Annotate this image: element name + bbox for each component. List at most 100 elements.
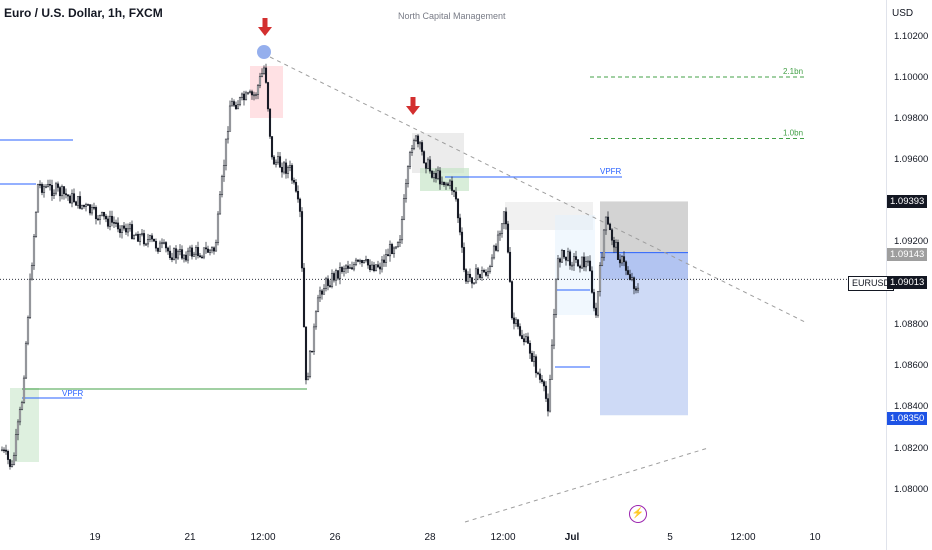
candle-body (52, 192, 56, 196)
candle-body (278, 156, 282, 168)
candle-body (312, 326, 316, 352)
candle-body (492, 245, 496, 259)
symbol-title[interactable]: Euro / U.S. Dollar, 1h, FXCM (4, 6, 163, 20)
candle-body (248, 91, 252, 94)
candle-body (350, 267, 354, 270)
y-tick-label: 1.08200 (894, 443, 929, 454)
candle-body (8, 459, 12, 467)
candle-body (156, 247, 160, 252)
candle-body (478, 274, 482, 278)
candle-body (286, 167, 290, 174)
trendline-lower (464, 447, 709, 523)
candle-body (206, 248, 210, 253)
candle-body (168, 250, 172, 258)
candle-body (180, 249, 184, 259)
candle-body (352, 264, 356, 270)
candle-body (128, 224, 132, 230)
entry-box (600, 252, 688, 280)
candle-body (396, 241, 400, 248)
candle-body (388, 244, 392, 257)
candle-body (430, 170, 434, 178)
candle-body (28, 278, 32, 318)
candle-body (408, 152, 412, 167)
price-scale[interactable] (886, 0, 932, 550)
candle-body (108, 215, 112, 227)
candle-body (410, 148, 414, 154)
trendline-upper (269, 56, 806, 323)
candle-body (190, 247, 194, 257)
candle-body (186, 250, 190, 261)
x-tick-label: 10 (809, 532, 821, 543)
candle-body (356, 259, 360, 262)
y-tick-label: 1.08600 (894, 360, 929, 371)
candle-body (482, 270, 486, 273)
candle-body (522, 338, 526, 343)
last-price-label: 1.09013 (887, 276, 928, 289)
candle-body (152, 238, 156, 242)
candle-body (276, 156, 280, 163)
sell-arrow-left-shaft (262, 18, 268, 28)
lightning-icon[interactable]: ⚡ (629, 505, 647, 523)
candle-body (184, 254, 188, 261)
candle-body (262, 67, 266, 74)
x-tick-label: 12:00 (730, 532, 756, 543)
candle-body (528, 343, 532, 354)
candle-body (628, 274, 632, 280)
candle-body (228, 105, 232, 132)
candle-body (134, 234, 138, 236)
candle-body (16, 421, 20, 435)
candle-body (88, 204, 92, 214)
candle-body (306, 376, 310, 381)
y-tick-label: 1.08000 (894, 484, 929, 495)
candle-body (338, 267, 342, 279)
candle-body (456, 198, 460, 219)
candle-body (216, 213, 220, 243)
candle-body (460, 231, 464, 248)
candle-body (422, 151, 426, 164)
candle-body (176, 251, 180, 259)
candle-body (370, 264, 374, 271)
candle-body (224, 138, 228, 166)
candle-body (0, 449, 4, 452)
candle-body (32, 236, 36, 266)
candle-body (328, 285, 332, 287)
candle-body (580, 256, 584, 269)
candle-body (510, 281, 514, 319)
candle-body (446, 183, 450, 186)
candle-body (514, 319, 518, 324)
candle-body (74, 201, 78, 206)
candle-body (336, 270, 340, 279)
candle-body (116, 222, 120, 230)
candle-body (442, 181, 446, 186)
candle-body (124, 228, 128, 233)
candle-body (78, 196, 82, 209)
candle-body (400, 218, 404, 241)
candle-body (6, 451, 10, 460)
candle-body (508, 251, 512, 282)
candle-body (150, 235, 154, 240)
candle-body (332, 273, 336, 281)
x-tick-label: Jul (564, 532, 580, 543)
candle-body (138, 234, 142, 242)
y-tick-label: 1.09600 (894, 154, 929, 165)
candle-body (232, 101, 236, 106)
candle-body (428, 159, 432, 172)
candle-body (226, 131, 230, 140)
candle-body (558, 258, 562, 263)
watermark-text: North Capital Management (398, 11, 506, 21)
candle-body (588, 260, 592, 272)
candle-body (242, 93, 246, 101)
currency-label[interactable]: USD (892, 8, 914, 19)
candle-body (122, 225, 126, 229)
candle-body (256, 85, 260, 95)
candle-body (606, 216, 610, 225)
candle-body (70, 193, 74, 204)
candle-body (302, 267, 306, 328)
candle-body (616, 242, 620, 260)
candle-body (26, 317, 30, 344)
candle-body (542, 381, 546, 387)
candle-body (372, 264, 376, 271)
candle-body (50, 185, 54, 196)
candle-body (512, 317, 516, 324)
